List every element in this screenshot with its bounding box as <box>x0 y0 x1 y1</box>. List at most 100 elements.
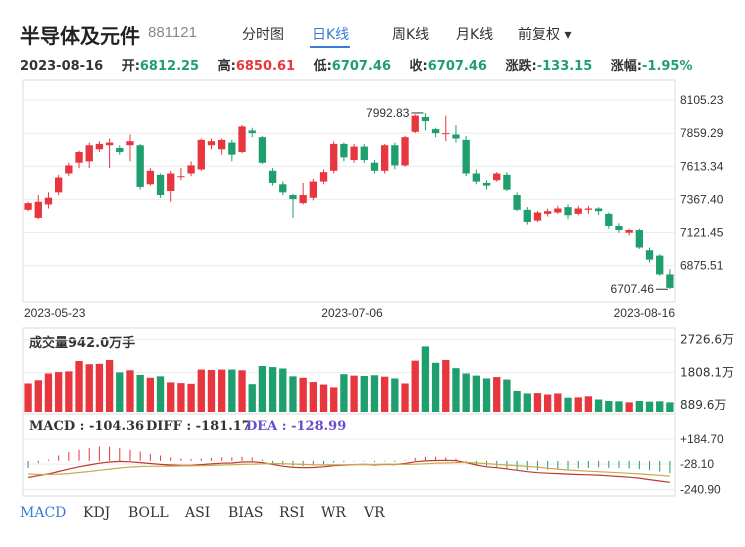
volume-bar[interactable] <box>605 400 613 412</box>
ind-tab-vr[interactable]: VR <box>364 505 385 521</box>
volume-bar[interactable] <box>625 402 633 412</box>
candle[interactable] <box>503 172 511 191</box>
candle[interactable] <box>472 169 481 185</box>
volume-bar[interactable] <box>431 362 440 412</box>
volume-bar[interactable] <box>584 396 593 412</box>
candle[interactable] <box>656 254 664 276</box>
volume-bar[interactable] <box>156 376 165 412</box>
candle[interactable] <box>309 178 318 201</box>
candle[interactable] <box>350 143 358 163</box>
candle[interactable] <box>156 173 165 198</box>
volume-bar[interactable] <box>462 373 470 412</box>
ind-tab-wr[interactable]: WR <box>321 505 346 521</box>
ind-tab-boll[interactable]: BOLL <box>128 505 169 521</box>
candle[interactable] <box>238 125 246 154</box>
candle[interactable] <box>666 269 674 290</box>
volume-bar[interactable] <box>482 378 491 412</box>
candle[interactable] <box>116 145 124 155</box>
candle[interactable] <box>493 172 501 182</box>
volume-bar[interactable] <box>136 374 144 412</box>
candle[interactable] <box>391 142 399 170</box>
volume-bar[interactable] <box>299 377 307 412</box>
candle[interactable] <box>85 142 93 169</box>
candle[interactable] <box>594 207 603 216</box>
candle[interactable] <box>207 138 216 150</box>
candle[interactable] <box>411 114 419 134</box>
candle[interactable] <box>65 162 73 177</box>
tab-intraday[interactable]: 分时图 <box>242 27 284 43</box>
volume-bar[interactable] <box>513 390 521 412</box>
candle[interactable] <box>126 134 134 162</box>
candle[interactable] <box>625 228 633 236</box>
tab-monthly-k[interactable]: 月K线 <box>456 27 494 43</box>
volume-bar[interactable] <box>452 368 460 412</box>
candle[interactable] <box>105 138 114 169</box>
tab-daily-k[interactable]: 日K线 <box>312 27 350 43</box>
candle[interactable] <box>289 193 297 218</box>
volume-bar[interactable] <box>248 384 256 412</box>
volume-bar[interactable] <box>401 383 409 412</box>
volume-bar[interactable] <box>279 368 287 412</box>
candle[interactable] <box>482 180 491 190</box>
volume-bar[interactable] <box>421 346 430 412</box>
candle[interactable] <box>635 228 644 249</box>
volume-bar[interactable] <box>177 383 185 412</box>
volume-bar[interactable] <box>340 374 348 412</box>
volume-bar[interactable] <box>54 372 63 412</box>
candle[interactable] <box>34 195 42 220</box>
volume-bar[interactable] <box>187 383 195 412</box>
volume-bar[interactable] <box>380 376 389 412</box>
volume-bar[interactable] <box>268 367 277 412</box>
volume-bar[interactable] <box>666 402 674 412</box>
candle[interactable] <box>564 204 572 220</box>
candle[interactable] <box>258 135 267 165</box>
candle[interactable] <box>380 143 389 174</box>
volume-bar[interactable] <box>238 370 246 412</box>
volume-bar[interactable] <box>167 382 175 412</box>
candle[interactable] <box>197 138 205 171</box>
candle[interactable] <box>543 208 552 217</box>
ind-tab-kdj[interactable]: KDJ <box>83 505 111 521</box>
volume-bar[interactable] <box>594 399 603 412</box>
candle[interactable] <box>319 169 328 185</box>
volume-bar[interactable] <box>635 400 644 412</box>
volume-bar[interactable] <box>391 378 399 412</box>
volume-bar[interactable] <box>65 371 73 412</box>
candle[interactable] <box>54 174 63 196</box>
volume-bar[interactable] <box>116 372 124 412</box>
candle[interactable] <box>452 125 460 143</box>
adjust-dropdown[interactable]: 前复权 ▾ <box>518 27 572 43</box>
volume-bar[interactable] <box>95 363 104 412</box>
volume-bar[interactable] <box>309 382 318 412</box>
candle[interactable] <box>136 143 144 190</box>
volume-bar[interactable] <box>197 369 205 412</box>
volume-bar[interactable] <box>503 379 511 412</box>
volume-bar[interactable] <box>360 375 368 412</box>
volume-bar[interactable] <box>523 393 531 412</box>
volume-bar[interactable] <box>258 366 267 412</box>
candle[interactable] <box>431 127 440 138</box>
volume-bar[interactable] <box>554 393 562 412</box>
volume-bar[interactable] <box>543 394 552 412</box>
volume-bar[interactable] <box>493 377 501 412</box>
candle[interactable] <box>75 150 83 169</box>
candle[interactable] <box>95 141 104 152</box>
volume-bar[interactable] <box>533 393 542 412</box>
volume-bar[interactable] <box>289 376 297 412</box>
volume-bar[interactable] <box>615 401 623 412</box>
candle[interactable] <box>584 205 593 214</box>
volume-bar[interactable] <box>472 375 481 412</box>
volume-bar[interactable] <box>350 375 358 412</box>
volume-bar[interactable] <box>24 383 32 412</box>
candle[interactable] <box>268 168 277 186</box>
volume-bar[interactable] <box>146 377 155 412</box>
candle[interactable] <box>248 127 256 138</box>
candle[interactable] <box>44 192 53 209</box>
candle[interactable] <box>523 207 531 225</box>
ind-tab-rsi[interactable]: RSI <box>279 505 305 521</box>
candle[interactable] <box>533 211 542 222</box>
candle[interactable] <box>462 135 470 177</box>
candle[interactable] <box>217 138 226 155</box>
candle[interactable] <box>187 161 195 177</box>
candle[interactable] <box>299 182 307 205</box>
